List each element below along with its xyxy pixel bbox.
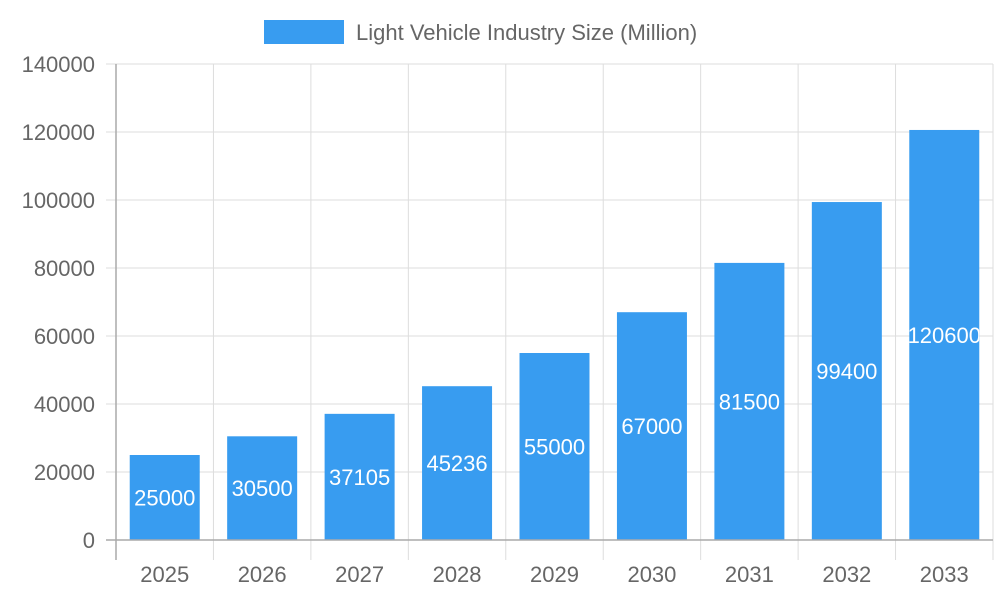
x-tick-label: 2025 — [140, 562, 189, 587]
bar — [129, 455, 200, 540]
bar — [227, 436, 298, 540]
x-tick-label: 2030 — [627, 562, 676, 587]
y-tick-label: 40000 — [34, 392, 95, 417]
legend-swatch — [264, 20, 344, 44]
bar — [422, 386, 493, 540]
y-tick-label: 100000 — [22, 188, 95, 213]
bar — [324, 413, 395, 540]
data-label: 45236 — [426, 451, 487, 476]
data-label: 30500 — [232, 476, 293, 501]
grid — [106, 63, 994, 560]
y-tick-label: 120000 — [22, 120, 95, 145]
x-tick-label: 2031 — [725, 562, 774, 587]
x-tick-label: 2026 — [238, 562, 287, 587]
data-label: 99400 — [816, 359, 877, 384]
y-tick-label: 0 — [83, 528, 95, 553]
x-tick-label: 2027 — [335, 562, 384, 587]
y-tick-label: 20000 — [34, 460, 95, 485]
legend[interactable]: Light Vehicle Industry Size (Million) — [264, 20, 697, 45]
data-label: 25000 — [134, 486, 195, 511]
bar — [909, 129, 980, 540]
x-tick-label: 2032 — [822, 562, 871, 587]
bar — [519, 353, 590, 540]
y-tick-label: 60000 — [34, 324, 95, 349]
x-tick-label: 2033 — [920, 562, 969, 587]
axes: 0 20000 40000 60000 80000 100000 120000 140000 2… — [22, 52, 993, 587]
data-label: 120600 — [908, 323, 981, 348]
data-label: 67000 — [621, 414, 682, 439]
data-label: 37105 — [329, 465, 390, 490]
legend-label: Light Vehicle Industry Size (Million) — [356, 20, 697, 45]
bars: 25000 30500 37105 45236 55000 67000 81500 99400… — [129, 129, 981, 541]
x-tick-label: 2029 — [530, 562, 579, 587]
x-tick-label: 2028 — [433, 562, 482, 587]
y-tick-label: 80000 — [34, 256, 95, 281]
bar — [811, 202, 882, 541]
y-tick-label: 140000 — [22, 52, 95, 77]
bar — [714, 262, 785, 540]
bar — [616, 312, 687, 540]
data-label: 55000 — [524, 435, 585, 460]
data-label: 81500 — [719, 389, 780, 414]
